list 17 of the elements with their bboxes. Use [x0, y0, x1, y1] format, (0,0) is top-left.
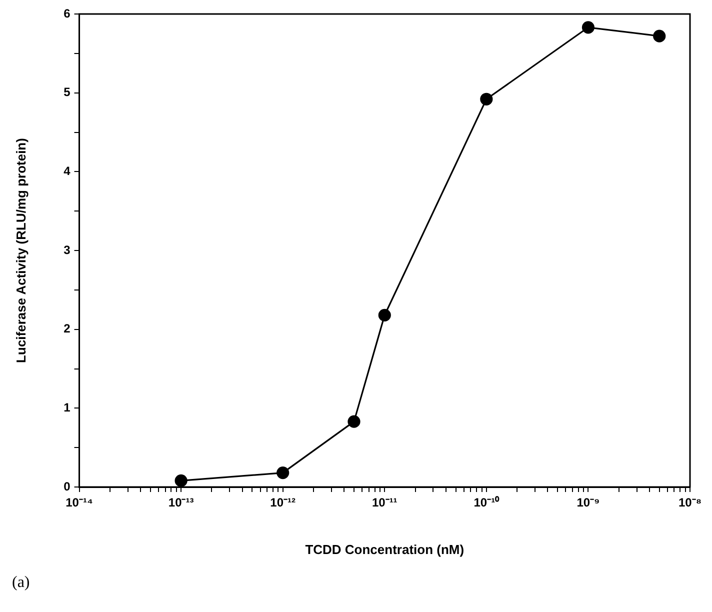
x-tick-label: 10⁻¹¹ [372, 496, 398, 510]
y-tick-label: 3 [64, 242, 71, 257]
y-tick-label: 5 [64, 85, 71, 100]
x-tick-label: 10⁻¹² [270, 496, 296, 510]
x-tick-label: 10⁻⁸ [678, 496, 702, 510]
text: (a) [12, 574, 30, 592]
y-tick-label: 4 [64, 164, 71, 178]
y-tick-label: 6 [64, 6, 71, 20]
y-axis-title: Luciferase Activity (RLU/mg protein) [13, 138, 28, 363]
y-tick-label: 2 [64, 322, 71, 336]
x-axis-title: TCDD Concentration (nM) [305, 542, 464, 557]
x-tick-label: 10⁻¹⁰ [474, 496, 500, 510]
x-tick-label: 10⁻¹⁴ [66, 496, 93, 510]
y-tick-label: 0 [64, 479, 71, 494]
y-tick-label: 1 [64, 400, 71, 414]
x-tick-label: 10⁻¹³ [168, 496, 194, 510]
x-tick-label: 10⁻⁹ [576, 496, 600, 510]
